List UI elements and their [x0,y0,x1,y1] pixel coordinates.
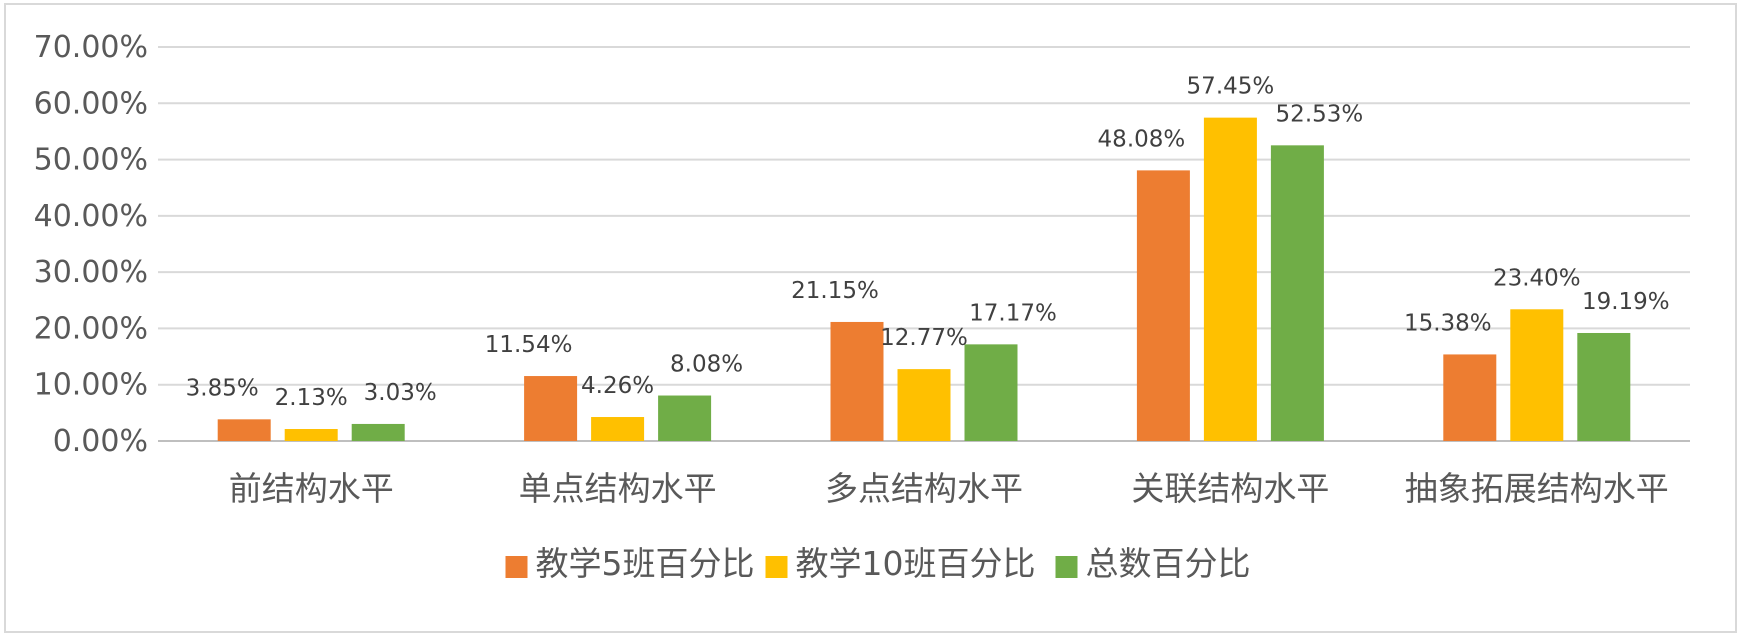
data-label: 3.85% [186,375,259,401]
bar [897,369,951,441]
data-label: 2.13% [275,385,348,411]
data-label: 23.40% [1493,265,1581,291]
legend-label: 总数百分比 [1086,544,1251,583]
bar [1270,145,1324,441]
bar [964,344,1018,441]
legend-label: 教学5班百分比 [536,544,755,583]
x-tick-label: 单点结构水平 [519,469,717,508]
y-tick-label: 30.00% [34,255,148,290]
y-tick-label: 10.00% [34,368,148,403]
data-label: 4.26% [581,373,654,399]
bar [1443,354,1497,441]
legend-label: 教学10班百分比 [796,544,1036,583]
data-label: 12.77% [880,325,968,351]
data-label: 21.15% [791,278,879,304]
legend-swatch [1055,556,1078,578]
bar [591,417,645,441]
data-label: 8.08% [670,352,743,378]
bar [351,423,405,441]
y-tick-label: 20.00% [34,311,148,346]
y-tick-label: 70.00% [34,30,148,65]
x-tick-label: 抽象拓展结构水平 [1405,469,1669,508]
data-label: 57.45% [1187,74,1275,100]
x-tick-label: 前结构水平 [229,469,394,508]
bar [658,395,712,441]
legend-swatch [765,556,788,578]
x-tick-label: 关联结构水平 [1131,469,1329,508]
y-tick-label: 50.00% [34,143,148,178]
bar [1136,170,1190,441]
bar [284,429,338,441]
bar [524,376,578,441]
data-label: 19.19% [1582,289,1670,315]
y-tick-label: 60.00% [34,86,148,121]
data-label: 15.38% [1404,310,1492,336]
data-label: 48.08% [1098,126,1186,152]
bar [1203,117,1257,441]
legend-swatch [505,556,528,578]
data-label: 3.03% [364,380,437,406]
data-label: 11.54% [485,332,573,358]
y-tick-label: 40.00% [34,199,148,234]
bar [217,419,271,441]
chart-frame [4,3,1737,633]
data-label: 52.53% [1276,101,1364,127]
x-tick-label: 多点结构水平 [825,469,1023,508]
bar [1510,309,1564,441]
bar [1577,332,1631,441]
y-tick-label: 0.00% [53,424,148,459]
bar [830,321,884,441]
data-label: 17.17% [969,300,1057,326]
